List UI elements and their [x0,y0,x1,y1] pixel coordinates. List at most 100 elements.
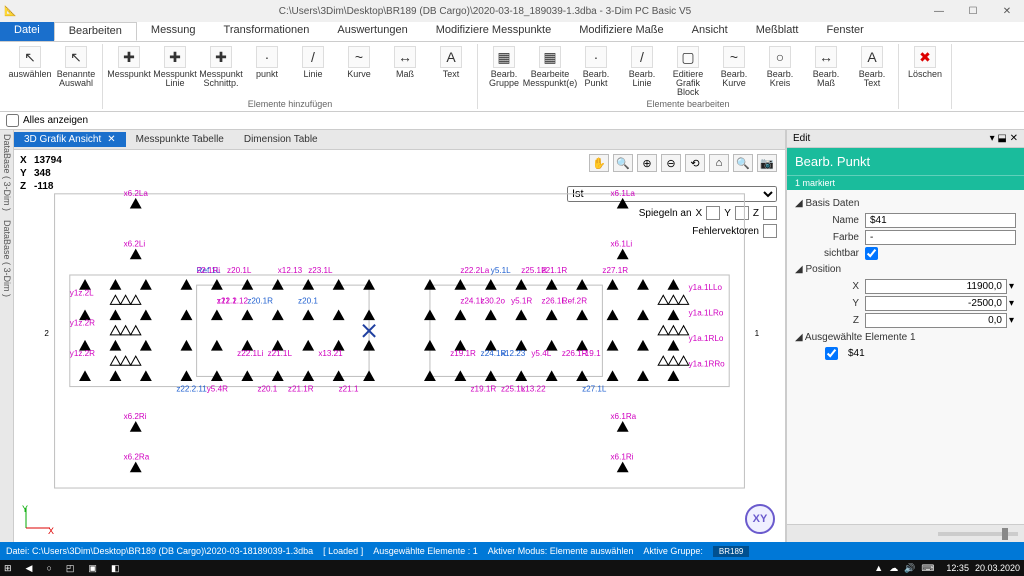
canvas[interactable]: X13794 Y348 Z-118 ✋🔍⊕⊖⟲⌂🔍📷 Ist Spiegeln … [14,150,785,542]
ribbon-messpunkt-linie[interactable]: ✚Messpunkt Linie [153,44,197,90]
taskbar-icon-4[interactable]: ▣ [88,563,97,573]
menu-tab-ansicht[interactable]: Ansicht [678,22,742,41]
view-tab-2[interactable]: Dimension Table [234,132,328,147]
app-icon: 📐 [4,6,44,17]
bearb-punkt-icon: · [585,46,607,68]
sichtbar-checkbox[interactable] [865,247,878,260]
svg-text:z27.1R: z27.1R [602,266,628,275]
selected-item-checkbox[interactable] [825,347,838,360]
tray-icon-0[interactable]: ▲ [874,563,883,573]
pos-x-label: X [795,281,865,292]
menu-tab-bearbeiten[interactable]: Bearbeiten [54,22,137,41]
tray-icon-2[interactable]: 🔊 [904,563,915,573]
edit-panel-buttons[interactable]: ▾ ⬓ ✕ [990,133,1018,144]
svg-text:z25.1R: z25.1R [521,266,547,275]
edit-panel-header: Edit ▾ ⬓ ✕ [787,130,1024,148]
tray-icon-3[interactable]: ⌨ [921,563,934,573]
ribbon-bearb-text[interactable]: ABearb. Text [850,44,894,99]
svg-text:z20.1: z20.1 [298,296,318,305]
ribbon-bearb-gruppe[interactable]: ▦Bearb. Gruppe [482,44,526,99]
menu-tab-meßblatt[interactable]: Meßblatt [742,22,813,41]
left-rail[interactable]: DataBase ( 3-Dim ) DataBase ( 3-Dim ) [0,130,14,542]
edit-panel: Edit ▾ ⬓ ✕ Bearb. Punkt 1 markiert ◢ Bas… [786,130,1024,542]
bearb-messpunkte-icon: ▦ [539,46,561,68]
status-group: Aktive Gruppe: [643,546,703,556]
ribbon-bearb-linie[interactable]: /Bearb. Linie [620,44,664,99]
svg-text:y1a.1LRo: y1a.1LRo [689,309,724,318]
svg-text:z22.1Li: z22.1Li [237,349,263,358]
menu-tab-fenster[interactable]: Fenster [812,22,877,41]
taskbar-icon-3[interactable]: ◰ [66,563,75,573]
axis-indicator-icon: YX [20,504,56,536]
view-tab-close-icon[interactable]: ✕ [107,134,115,145]
minimize-button[interactable]: — [926,6,952,17]
ribbon-benannte-auswahl[interactable]: ↖Benannte Auswahl [54,44,98,90]
ribbon-bearb-messpunkte[interactable]: ▦Bearbeite Messpunkt(e) [528,44,572,99]
punkt-icon: · [256,46,278,68]
zoom-slider[interactable] [938,532,1018,536]
pos-z-input[interactable]: 0,0 [865,313,1007,328]
window-title: C:\Users\3Dim\Desktop\BR189 (DB Cargo)\2… [44,6,926,17]
ribbon-auswaehlen[interactable]: ↖auswählen [8,44,52,90]
section-selected[interactable]: ◢ Ausgewählte Elemente 1 [795,332,1016,343]
xy-view-button[interactable]: XY [745,504,775,534]
window-controls: — ☐ ✕ [926,6,1020,17]
menu-file[interactable]: Datei [0,22,54,41]
ribbon-kurve[interactable]: ~Kurve [337,44,381,90]
ribbon-loeschen[interactable]: ✖Löschen [903,44,947,81]
pos-x-input[interactable]: 11900,0 [865,279,1007,294]
maximize-button[interactable]: ☐ [960,6,986,17]
pos-z-label: Z [795,315,865,326]
svg-text:z25.1L: z25.1L [501,385,526,394]
view-tab-1[interactable]: Messpunkte Tabelle [126,132,234,147]
status-loaded: [ Loaded ] [323,546,363,556]
svg-text:y1z.2R: y1z.2R [70,319,95,328]
status-mode: Aktiver Modus: Elemente auswählen [488,546,634,556]
taskbar-icon-5[interactable]: ◧ [111,563,120,573]
name-input[interactable] [865,213,1016,228]
taskbar-icon-0[interactable]: ⊞ [4,563,12,573]
menu-tab-transformationen[interactable]: Transformationen [210,22,324,41]
ribbon-messpunkt-schnittp[interactable]: ✚Messpunkt Schnittp. [199,44,243,90]
menu-tab-auswertungen[interactable]: Auswertungen [323,22,421,41]
taskbar-date: 20.03.2020 [975,563,1020,573]
linie-icon: / [302,46,324,68]
svg-text:y1z.2R: y1z.2R [70,349,95,358]
svg-text:2: 2 [44,329,49,338]
svg-text:z23.1L: z23.1L [308,266,333,275]
farbe-input[interactable] [865,230,1016,245]
bearb-text-icon: A [861,46,883,68]
svg-text:z19.1R: z19.1R [450,349,476,358]
menu-tab-modifiziere maße[interactable]: Modifiziere Maße [565,22,677,41]
tray-icon-1[interactable]: ☁ [889,563,898,573]
ribbon-mass[interactable]: ↔Maß [383,44,427,90]
bearb-mass-icon: ↔ [815,46,837,68]
farbe-label: Farbe [795,232,865,243]
alles-anzeigen-checkbox[interactable] [6,114,19,127]
mass-icon: ↔ [394,46,416,68]
svg-text:X: X [48,526,54,534]
menu-tab-messung[interactable]: Messung [137,22,210,41]
ribbon-bearb-punkt[interactable]: ·Bearb. Punkt [574,44,618,99]
ribbon-bearb-kreis[interactable]: ○Bearb. Kreis [758,44,802,99]
leftrail-tab-2[interactable]: DataBase ( 3-Dim ) [2,220,12,297]
pos-y-input[interactable]: -2500,0 [865,296,1007,311]
ribbon-editiere-grafik-block[interactable]: ▢Editiere Grafik Block [666,44,710,99]
ribbon-punkt[interactable]: ·punkt [245,44,289,90]
section-position[interactable]: ◢ Position [795,264,1016,275]
svg-text:Y: Y [22,504,28,514]
taskbar-icon-2[interactable]: ○ [46,563,51,573]
ribbon-bearb-mass[interactable]: ↔Bearb. Maß [804,44,848,99]
taskbar-icon-1[interactable]: ◀ [26,563,33,573]
ribbon-messpunkt[interactable]: ✚Messpunkt [107,44,151,90]
leftrail-tab-1[interactable]: DataBase ( 3-Dim ) [2,134,12,211]
text-icon: A [440,46,462,68]
close-button[interactable]: ✕ [994,6,1020,17]
ribbon-text[interactable]: AText [429,44,473,90]
menu-tab-modifiziere messpunkte[interactable]: Modifiziere Messpunkte [422,22,566,41]
svg-text:z22.2.11: z22.2.11 [176,385,207,394]
section-basis-daten[interactable]: ◢ Basis Daten [795,198,1016,209]
ribbon-bearb-kurve[interactable]: ~Bearb. Kurve [712,44,756,99]
ribbon-linie[interactable]: /Linie [291,44,335,90]
view-tab-0[interactable]: 3D Grafik Ansicht✕ [14,132,126,147]
